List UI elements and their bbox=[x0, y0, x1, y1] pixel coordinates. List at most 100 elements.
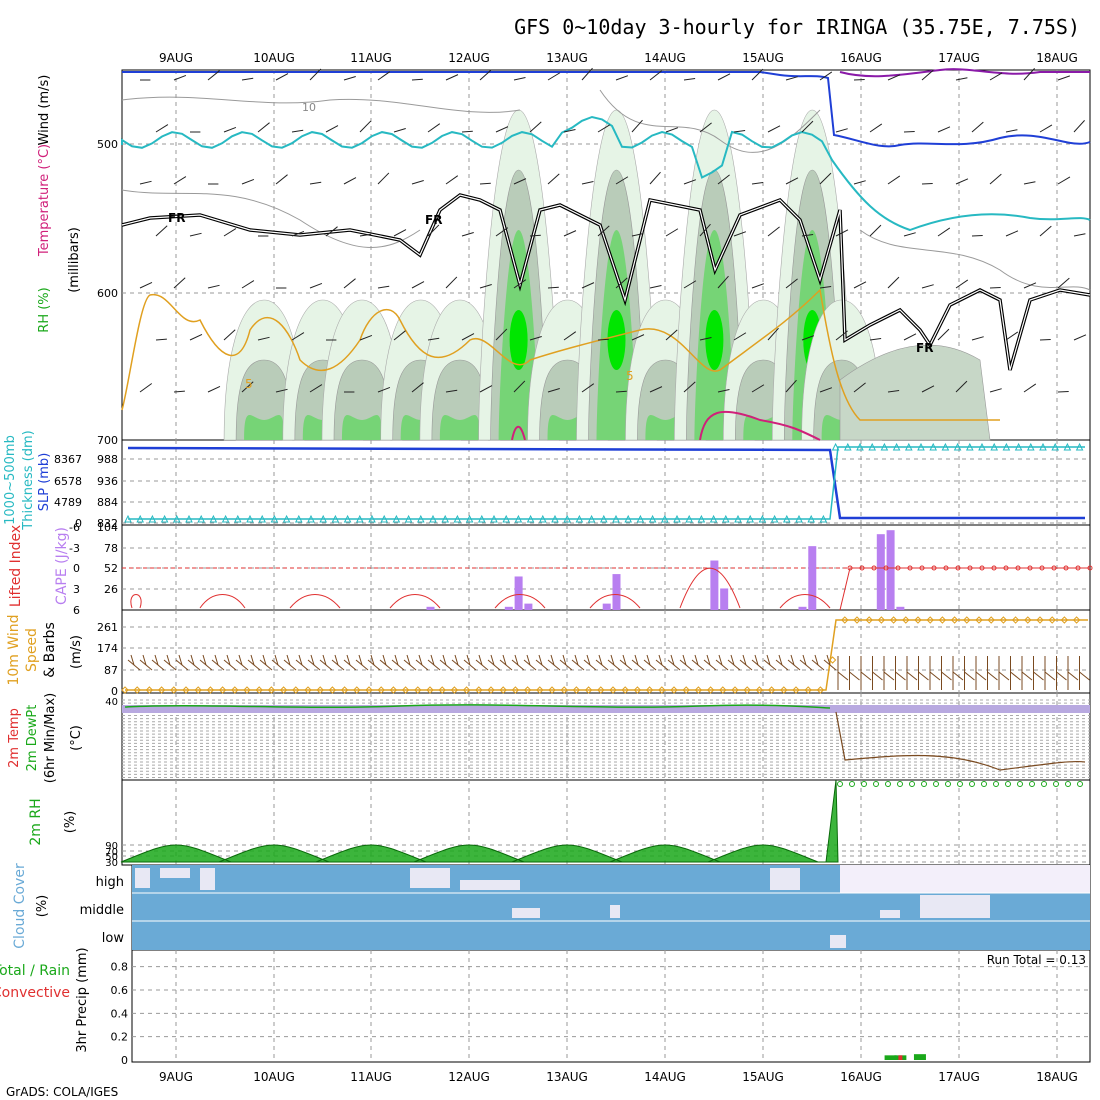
label-lifted-index: Lifted Index bbox=[8, 525, 24, 607]
wind-barb-flag-46 bbox=[682, 654, 687, 666]
pressure-tick-600: 600 bbox=[97, 287, 118, 300]
wind-speed-marker-18 bbox=[340, 686, 349, 694]
panel-frame-precip bbox=[131, 949, 1091, 1063]
upper-wind-barb-91 bbox=[393, 229, 407, 237]
thickness-marker-4 bbox=[172, 514, 181, 523]
wind-speed-marker-22 bbox=[389, 686, 398, 694]
wind-barb-flag-38 bbox=[586, 654, 591, 666]
wind-barb-flag-9 bbox=[238, 654, 243, 666]
thickness-marker-9 bbox=[233, 514, 242, 523]
thickness-marker-53 bbox=[770, 514, 779, 523]
thickness-marker-30 bbox=[490, 514, 498, 523]
cape-bar-12 bbox=[896, 606, 905, 610]
lifted-index-marker-18 bbox=[1063, 565, 1069, 571]
wind-speed-marker-50 bbox=[731, 686, 739, 694]
upper-wind-barb-3 bbox=[241, 77, 254, 81]
wind-speed-marker-64 bbox=[902, 616, 910, 624]
upper-wind-barb-99 bbox=[665, 228, 679, 237]
upper-wind-barb-169 bbox=[173, 390, 185, 393]
upper-wind-barb-23 bbox=[921, 69, 934, 81]
lifted-index-marker-12 bbox=[991, 565, 997, 571]
wind-barb-flag-58 bbox=[826, 654, 831, 666]
rh2m-marker-7 bbox=[921, 781, 927, 787]
upper-wind-barb-154 bbox=[631, 334, 645, 341]
upper-wind-barb-19 bbox=[785, 76, 798, 81]
lifted-index-marker-7 bbox=[931, 565, 937, 571]
li-tick-1: -3 bbox=[69, 542, 80, 555]
upper-wind-barb-50 bbox=[903, 130, 915, 133]
contour-label-10: 10 bbox=[302, 101, 316, 114]
wind-barb-flag-55 bbox=[790, 654, 795, 666]
upper-wind-barb-26 bbox=[1023, 68, 1035, 81]
upper-wind-barb-137 bbox=[989, 286, 1001, 289]
lifted-index-marker-2 bbox=[871, 565, 877, 571]
wind-speed-marker-69 bbox=[963, 616, 971, 624]
cloud-gap-10 bbox=[920, 895, 990, 918]
wind-speed-marker-46 bbox=[682, 686, 690, 694]
wind-barb-late-flag-7 bbox=[918, 671, 929, 681]
date-label-top-9: 18AUG bbox=[1036, 51, 1078, 65]
upper-wind-barb-104 bbox=[835, 229, 849, 237]
upper-wind-barb-57 bbox=[173, 176, 187, 185]
thickness-marker-78 bbox=[1075, 442, 1084, 451]
cloud-label-middle: middle bbox=[80, 903, 124, 918]
cloud-label-high: high bbox=[96, 875, 124, 890]
upper-wind-barb-7 bbox=[377, 71, 391, 81]
date-label-bottom-9: 18AUG bbox=[1036, 1070, 1078, 1084]
wind-barb-late-flag-10 bbox=[952, 671, 964, 681]
upper-wind-barb-53 bbox=[1005, 129, 1018, 133]
rh2m-marker-5 bbox=[897, 781, 903, 787]
upper-wind-barb-95 bbox=[529, 234, 541, 237]
thickness-marker-62 bbox=[880, 442, 889, 451]
cape-bar-11 bbox=[886, 530, 895, 610]
wind-barb-flag-3 bbox=[166, 654, 171, 666]
wind-speed-marker-0 bbox=[121, 686, 129, 694]
wind-speed-marker-33 bbox=[523, 686, 532, 694]
upper-wind-barb-80 bbox=[955, 178, 969, 185]
thickness-marker-74 bbox=[1026, 442, 1035, 451]
thickness-marker-25 bbox=[429, 514, 437, 523]
upper-wind-barb-16 bbox=[683, 77, 696, 81]
upper-wind-barb-171 bbox=[241, 381, 254, 393]
rh2m-marker-0 bbox=[837, 781, 843, 787]
thickness-marker-12 bbox=[270, 514, 279, 523]
upper-wind-barb-156 bbox=[699, 337, 712, 341]
cloud-gap-9 bbox=[880, 910, 900, 918]
upper-wind-barb-147 bbox=[393, 330, 406, 341]
thickness-marker-56 bbox=[807, 514, 816, 523]
upper-wind-barb-129 bbox=[717, 275, 729, 289]
wind-speed-marker-29 bbox=[475, 686, 483, 694]
upper-wind-barb-121 bbox=[445, 276, 458, 289]
upper-wind-barb-42 bbox=[631, 119, 643, 133]
wind-speed-marker-7 bbox=[206, 686, 215, 694]
precip-tick-0.4: 0.4 bbox=[111, 1007, 129, 1020]
wind-barb-flag-16 bbox=[322, 654, 327, 666]
upper-wind-barb-73 bbox=[717, 174, 730, 185]
upper-wind-barb-11 bbox=[513, 77, 526, 81]
upper-wind-barb-185 bbox=[717, 389, 730, 393]
upper-wind-barb-8 bbox=[411, 78, 423, 81]
label-wind10-c: & Barbs bbox=[42, 622, 58, 678]
lifted-index-marker-14 bbox=[1015, 565, 1021, 571]
wind-speed-marker-20 bbox=[365, 686, 373, 694]
slp-tick-988: 988 bbox=[97, 453, 118, 466]
wind-barb-late-flag-1 bbox=[849, 671, 860, 681]
wind-speed-marker-4 bbox=[170, 686, 178, 694]
upper-wind-barb-78 bbox=[887, 175, 901, 185]
wind-barb-flag-41 bbox=[622, 654, 627, 666]
wind-barb-flag-17 bbox=[334, 654, 339, 666]
thickness-marker-24 bbox=[416, 514, 425, 523]
upper-wind-barb-170 bbox=[207, 385, 221, 393]
cape-bar-4 bbox=[602, 603, 611, 610]
wind-speed-marker-74 bbox=[1024, 616, 1032, 624]
thickness-marker-60 bbox=[856, 442, 864, 451]
wind-barb-flag-0 bbox=[130, 654, 135, 666]
upper-wind-barb-158 bbox=[767, 327, 779, 341]
label-temp2m-a: 2m Temp bbox=[7, 708, 22, 768]
thickness-marker-34 bbox=[538, 514, 547, 523]
date-label-top-5: 14AUG bbox=[644, 51, 686, 65]
cape-bar-5 bbox=[612, 574, 621, 610]
li-tick-0: -6 bbox=[69, 521, 80, 534]
cape-bar-6 bbox=[710, 560, 719, 610]
wind-speed-marker-65 bbox=[914, 616, 922, 624]
